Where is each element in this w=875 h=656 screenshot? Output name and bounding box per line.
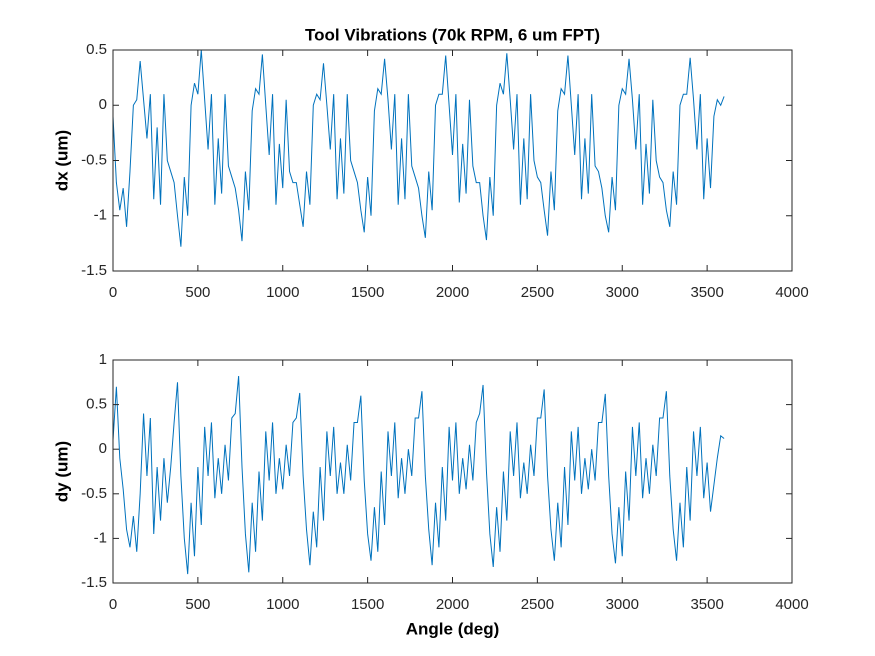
y-tick-label: -1 (94, 529, 107, 546)
y-tick-label: 0 (99, 96, 107, 113)
axes-background (113, 360, 792, 583)
x-tick-label: 1500 (351, 596, 384, 613)
y-tick-label: 0.5 (86, 41, 107, 58)
x-tick-label: 4000 (775, 596, 808, 613)
x-tick-label: 3000 (606, 284, 639, 301)
x-tick-label: 4000 (775, 284, 808, 301)
x-tick-label: 2500 (521, 284, 554, 301)
data-line (112, 376, 725, 575)
x-tick-label: 0 (109, 596, 117, 613)
x-tick-label: 2500 (521, 596, 554, 613)
x-tick-label: 1500 (351, 284, 384, 301)
x-tick-label: 0 (109, 284, 117, 301)
x-tick-label: 3500 (690, 284, 723, 301)
y-tick-label: -0.5 (81, 485, 107, 502)
x-tick-label: 500 (185, 596, 210, 613)
axes-background (113, 50, 792, 271)
chart-title: Tool Vibrations (70k RPM, 6 um FPT) (305, 25, 600, 44)
y-axis-label: dy (um) (52, 441, 71, 502)
x-tick-label: 2000 (436, 284, 469, 301)
x-tick-label: 500 (185, 284, 210, 301)
x-tick-label: 1000 (266, 596, 299, 613)
x-tick-label: 3500 (690, 596, 723, 613)
x-axis-label: Angle (deg) (406, 619, 500, 638)
y-tick-label: -1.5 (81, 262, 107, 279)
y-tick-label: 1 (99, 351, 107, 368)
y-tick-label: -0.5 (81, 151, 107, 168)
x-tick-label: 1000 (266, 284, 299, 301)
y-tick-label: -1.5 (81, 574, 107, 591)
x-tick-label: 3000 (606, 596, 639, 613)
data-line (112, 49, 725, 247)
y-axis-label: dx (um) (52, 130, 71, 191)
y-tick-label: -1 (94, 207, 107, 224)
x-tick-label: 2000 (436, 596, 469, 613)
y-tick-label: 0.5 (86, 396, 107, 413)
y-tick-label: 0 (99, 440, 107, 457)
